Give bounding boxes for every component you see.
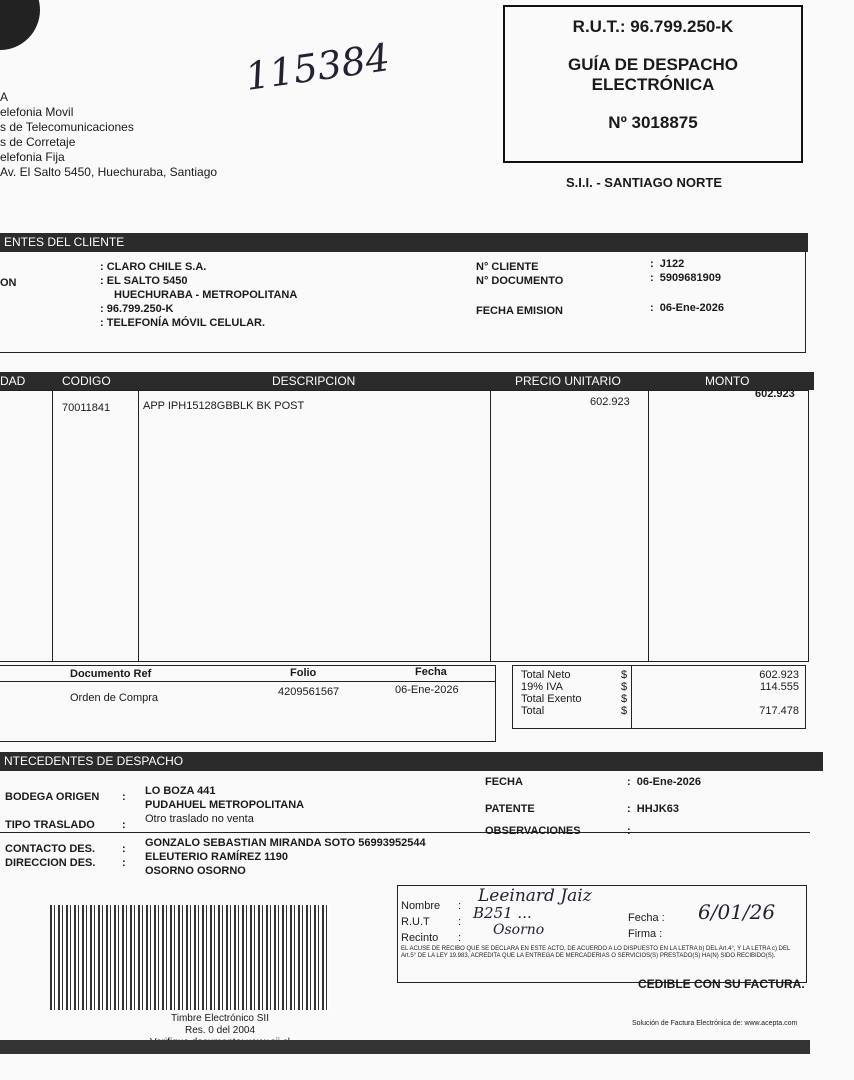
items-header: DAD CODIGO DESCRIPCION PRECIO UNITARIO M… [0,372,814,390]
total-exento [759,693,799,705]
document-number: 5909681909 [659,272,721,284]
total-label: Total Exento [521,693,582,705]
label: TIPO TRASLADO [5,819,95,831]
sii-office: S.I.I. - SANTIAGO NORTE [566,175,723,190]
stamp-line: Res. 0 del 2004 [184,1025,256,1036]
label: Nombre [401,900,441,912]
ref-doc: Orden de Compra [70,692,159,704]
client-meta-values: : J122 : 5909681909 : 06-Ene-2026 [650,258,724,314]
currency: $ [621,693,628,705]
client-details: : CLARO CHILE S.A. : EL SALTO 5450 HUECH… [100,261,298,329]
footer-provider: Solución de Factura Electrónica de: www.… [632,1020,798,1027]
references-table: Documento Ref Folio Fecha Orden de Compr… [0,665,496,742]
label: N° DOCUMENTO [476,275,564,287]
total-label: Total [521,705,545,717]
iva: 114.555 [760,681,799,693]
currency: $ [621,705,628,717]
transfer-type: Otro traslado no venta [145,813,254,825]
section-title: NTECEDENTES DE DESPACHO [4,754,184,768]
document-header-box: R.U.T.: 96.799.250-K GUÍA DE DESPACHO EL… [503,5,803,163]
destination-commune: OSORNO OSORNO [145,865,246,877]
legal-text: EL ACUSE DE RECIBO QUE SE DECLARA EN EST… [401,946,791,959]
doc-type-2: ELECTRÓNICA [591,75,715,94]
rut: R.U.T.: 96.799.250-K [572,17,734,36]
label: N° CLIENTE [476,261,539,273]
issuer-line: s de Corretaje [0,135,76,149]
issuer-line: elefonia Fija [0,150,65,164]
destination-address: ELEUTERIO RAMÍREZ 1190 [145,851,289,863]
company-logo [0,0,40,50]
label: R.U.T [401,916,430,928]
label: DIRECCION DES. [5,857,96,869]
col-header: Folio [290,667,317,679]
issuer-name: A [0,90,9,104]
handwritten-name: Leeinard Jaiz [478,886,592,906]
grand-total: 717.478 [759,705,799,717]
client-box [0,252,806,353]
label: Firma : [628,928,663,940]
client-commune: HUECHURABA - METROPOLITANA [114,289,298,301]
col-header: DESCRIPCION [272,374,356,388]
license-plate: HHJK63 [636,803,679,815]
footer-bar [0,1040,810,1054]
handwritten-rut: B251 ... [473,904,532,922]
handwritten-date: 6/01/26 [698,900,776,924]
item-amount: 602.923 [755,388,795,400]
label: PATENTE [485,803,535,815]
cedible-label: CEDIBLE CON SU FACTURA. [638,977,805,991]
totals-box: Total Neto 19% IVA Total Exento Total $ $ $ $ … [512,665,806,729]
doc-type: GUÍA DE DESPACHO [567,55,739,74]
receipt-box: Nombre R.U.T Recinto ::: Fecha : Firma : Le… [397,885,807,983]
client-activity: TELEFONÍA MÓVIL CELULAR. [106,317,266,329]
currency: $ [621,681,628,693]
col-header: CODIGO [62,374,111,388]
currency: $ [621,669,628,681]
doc-number: Nº 3018875 [608,113,698,132]
issuer-info: A elefonia Movil s de Telecomunicaciones… [0,90,217,180]
origin-commune: PUDAHUEL METROPOLITANA [145,799,305,811]
ref-folio: 4209561567 [278,686,340,698]
stamp-line: Timbre Electrónico SII [171,1013,269,1024]
label: OBSERVACIONES [485,825,581,837]
dispatch-section-header: NTECEDENTES DE DESPACHO [0,752,823,771]
handwritten-recinto: Osorno [493,922,545,938]
issue-date: 06-Ene-2026 [659,302,724,314]
item-description: APP IPH15128GBBLK BK POST [143,400,305,412]
label: FECHA EMISION [476,305,563,317]
total-neto: 602.923 [759,669,799,681]
section-title: ENTES DEL CLIENTE [4,235,125,249]
label: FECHA [485,776,523,788]
label: CONTACTO DES. [5,843,96,855]
issuer-line: s de Telecomunicaciones [0,120,134,134]
col-header: DAD [0,374,26,388]
col-header: PRECIO UNITARIO [515,374,621,388]
client-rut: 96.799.250-K [106,303,174,315]
label: Fecha : [628,912,665,924]
contact: GONZALO SEBASTIAN MIRANDA SOTO 569939525… [145,837,426,849]
client-meta: N° CLIENTE N° DOCUMENTO FECHA EMISION [476,260,563,318]
total-label: 19% IVA [521,681,563,693]
col-header: Documento Ref [70,668,152,680]
label: Recinto [401,932,439,944]
client-number: J122 [659,258,685,270]
items-table [0,390,809,662]
client-label: ON [0,277,17,289]
item-unit-price: 602.923 [590,396,630,408]
issuer-line: elefonia Movil [0,105,74,119]
col-header: Fecha [415,666,447,678]
dispatch-date: 06-Ene-2026 [636,776,701,788]
pdf417-barcode [50,905,330,1010]
client-section-header: ENTES DEL CLIENTE [0,233,808,252]
col-header: MONTO [705,374,750,388]
ref-date: 06-Ene-2026 [395,684,459,696]
issuer-line: Av. El Salto 5450, Huechuraba, Santiago [0,165,218,179]
client-name: CLARO CHILE S.A. [106,261,207,273]
totals-labels: Total Neto 19% IVA Total Exento Total [521,669,582,717]
total-label: Total Neto [521,669,571,681]
label: BODEGA ORIGEN [5,791,100,803]
item-code: 70011841 [62,402,111,414]
origin-warehouse: LO BOZA 441 [145,785,216,797]
client-address: EL SALTO 5450 [106,275,188,287]
handwritten-number: 115384 [242,35,393,99]
